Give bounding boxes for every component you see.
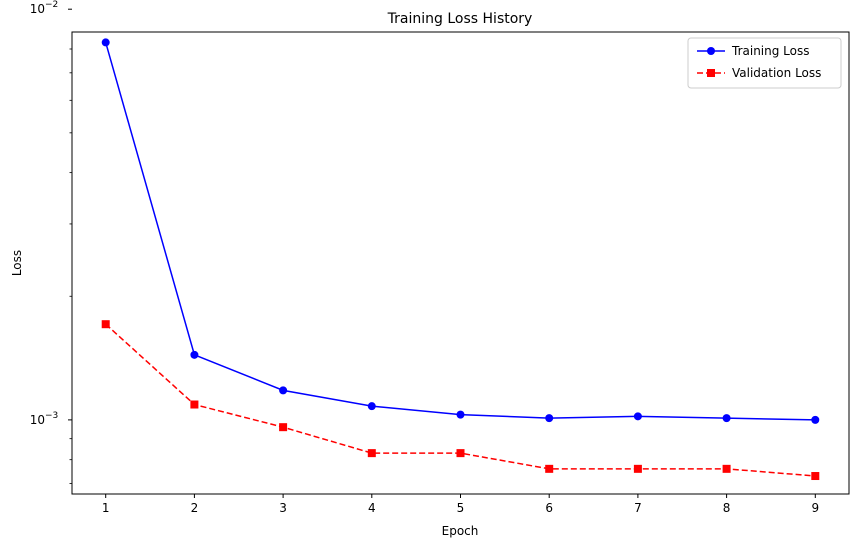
y-axis-label: Loss (10, 250, 24, 276)
validation-loss-point (633, 464, 642, 473)
x-tick-label: 6 (545, 501, 553, 515)
validation-loss-point (367, 449, 376, 458)
validation-loss-point (722, 464, 731, 473)
series-line-1 (104, 42, 816, 421)
legend-marker-square (707, 69, 715, 77)
y-tick-label: 10−2 (30, 0, 59, 16)
validation-loss-point (190, 400, 199, 409)
x-tick-label: 1 (102, 501, 110, 515)
training-loss-point (722, 414, 731, 423)
y-tick-label: 10−3 (30, 411, 59, 427)
legend: Training Loss Validation Loss (687, 37, 842, 89)
validation-loss-point (279, 423, 288, 432)
training-loss-point (811, 415, 820, 424)
training-loss-point (456, 410, 465, 419)
legend-label: Training Loss (731, 44, 809, 58)
training-loss-point (279, 386, 288, 395)
x-axis-label: Epoch (442, 524, 479, 538)
training-loss-point (633, 412, 642, 421)
training-loss-point (367, 402, 376, 411)
validation-loss-point (811, 472, 820, 481)
chart-title: Training Loss History (387, 11, 533, 27)
x-tick-label: 2 (191, 501, 199, 515)
x-tick-label: 7 (634, 501, 642, 515)
plot-area (101, 38, 820, 481)
y-axis: 10−3 10−2 (30, 0, 72, 484)
validation-loss-point (101, 320, 110, 329)
x-tick-label: 4 (368, 501, 376, 515)
legend-label: Validation Loss (732, 66, 821, 80)
training-loss-point (101, 38, 110, 47)
x-tick-label: 9 (811, 501, 819, 515)
x-tick-label: 5 (457, 501, 465, 515)
x-axis: 1 2 3 4 5 6 7 8 9 (102, 494, 819, 515)
x-tick-label: 3 (279, 501, 287, 515)
plot-frame (71, 31, 850, 495)
validation-loss-point (545, 464, 554, 473)
validation-loss-point (456, 449, 465, 458)
training-loss-point (545, 414, 554, 423)
legend-marker-circle (707, 47, 715, 55)
training-loss-point (190, 350, 199, 359)
legend-box (687, 37, 842, 89)
x-tick-label: 8 (723, 501, 731, 515)
